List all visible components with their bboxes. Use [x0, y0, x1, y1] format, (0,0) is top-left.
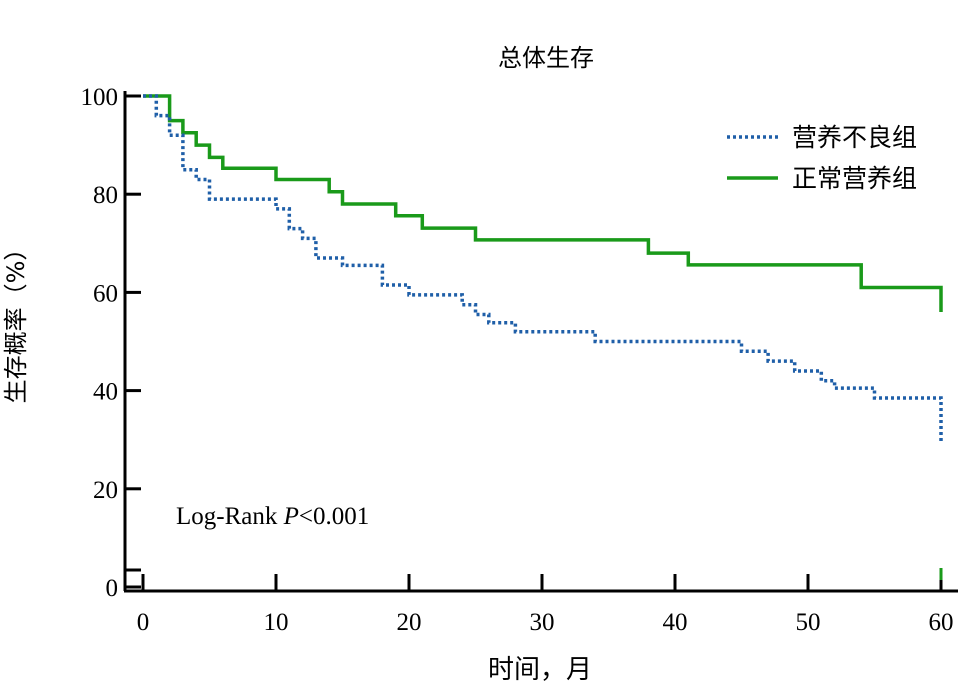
malnutrition-curve [143, 94, 943, 443]
y-tick-labels: 0 20 40 60 80 100 [81, 84, 119, 602]
x-tick-label-60: 60 [929, 609, 954, 636]
y-tick-label-40: 40 [93, 379, 118, 406]
x-tick-labels: 0 10 20 30 40 50 60 [137, 609, 954, 636]
x-axis-label: 时间，月 [488, 655, 592, 685]
x-tick-label-40: 40 [663, 609, 688, 636]
y-tick-label-0: 0 [106, 575, 119, 602]
legend: 营养不良组 正常营养组 [727, 123, 917, 193]
x-tick-label-30: 30 [530, 609, 555, 636]
y-tick-label-100: 100 [81, 84, 119, 111]
series-layer [143, 94, 943, 580]
normal-nutrition-curve [143, 94, 943, 312]
chart-title: 总体生存 [498, 44, 594, 72]
y-tick-label-20: 20 [93, 477, 118, 504]
x-tick-label-0: 0 [137, 609, 150, 636]
logrank-annotation: Log-Rank P<0.001 [176, 503, 369, 530]
y-axis-label: 生存概率（%） [2, 237, 30, 404]
x-tick-label-10: 10 [264, 609, 289, 636]
x-tick-label-20: 20 [397, 609, 422, 636]
legend-label-malnutrition: 营养不良组 [792, 123, 917, 152]
y-tick-label-60: 60 [93, 280, 118, 307]
y-tick-label-80: 80 [93, 182, 118, 209]
axes [123, 91, 958, 593]
x-tick-label-50: 50 [796, 609, 821, 636]
legend-label-normal-nutrition: 正常营养组 [792, 164, 917, 193]
